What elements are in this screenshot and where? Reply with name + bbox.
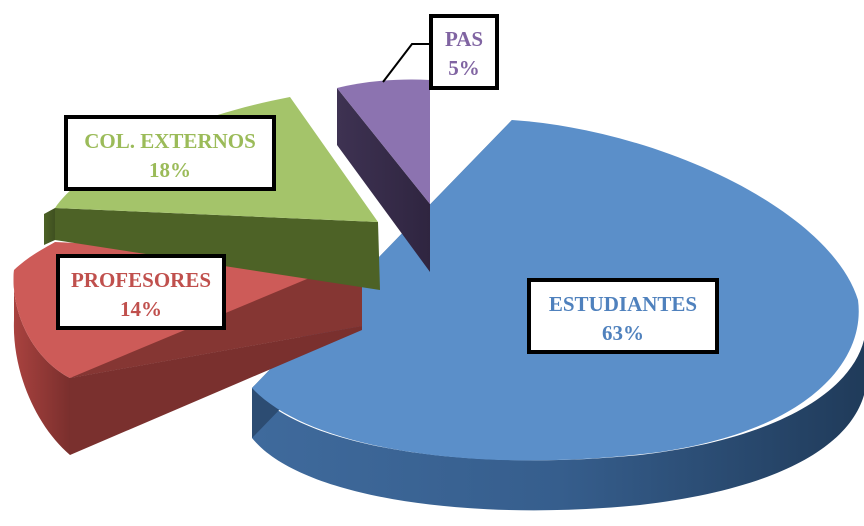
label-pas: PAS 5% — [429, 14, 499, 90]
slice-profesores-side — [13, 270, 70, 455]
slice-estudiantes-side — [252, 340, 864, 511]
slice-col-externos-front — [55, 208, 380, 290]
label-pas-name: PAS — [445, 27, 483, 51]
slice-pas-side — [337, 88, 430, 272]
pas-leader-line — [382, 43, 431, 83]
label-profesores: PROFESORES 14% — [56, 254, 226, 330]
label-col-externos-name: COL. EXTERNOS — [84, 129, 256, 153]
label-profesores-name: PROFESORES — [71, 268, 211, 292]
slice-profesores-front2 — [70, 326, 362, 455]
label-pas-percent: 5% — [448, 56, 480, 80]
slice-col-externos-edge — [44, 208, 55, 245]
label-estudiantes: ESTUDIANTES 63% — [527, 278, 719, 354]
label-estudiantes-percent: 63% — [602, 321, 644, 345]
label-col-externos: COL. EXTERNOS 18% — [64, 115, 276, 191]
label-estudiantes-name: ESTUDIANTES — [549, 292, 697, 316]
label-col-externos-percent: 18% — [149, 158, 191, 182]
slice-pas-top — [337, 79, 430, 204]
label-profesores-percent: 14% — [120, 297, 162, 321]
slice-pas — [337, 79, 430, 272]
